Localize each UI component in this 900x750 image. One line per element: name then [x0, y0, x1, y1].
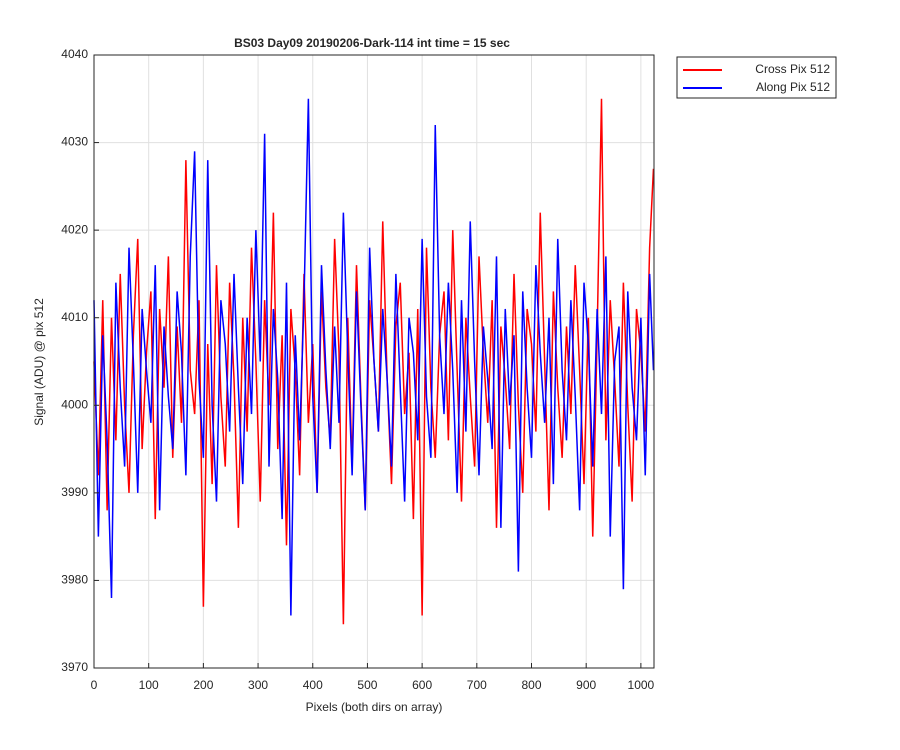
x-tick-label: 600 [412, 678, 432, 692]
series-line [93, 98, 655, 616]
y-tick-label: 3970 [61, 660, 88, 674]
x-tick-label: 300 [248, 678, 268, 692]
ticks: 0 100 200 300 400 500 600 700 800 900 1000 3970 3980… [61, 47, 654, 692]
x-tick-label: 0 [91, 678, 98, 692]
x-tick-label: 400 [303, 678, 323, 692]
y-tick-label: 3980 [61, 573, 88, 587]
x-tick-label: 500 [357, 678, 377, 692]
x-tick-label: 900 [576, 678, 596, 692]
x-tick-label: 200 [193, 678, 213, 692]
y-tick-label: 4030 [61, 135, 88, 149]
axes-box [93, 54, 655, 669]
y-tick-label: 4020 [61, 222, 88, 236]
x-tick-label: 100 [139, 678, 159, 692]
y-axis-label: Signal (ADU) @ pix 512 [32, 298, 46, 426]
y-tick-label: 4000 [61, 397, 88, 411]
lines [93, 98, 655, 625]
x-tick-label: 1000 [628, 678, 655, 692]
legend-label: Cross Pix 512 [755, 62, 830, 76]
y-tick-label: 4040 [61, 47, 88, 61]
x-tick-label: 700 [467, 678, 487, 692]
x-axis-label: Pixels (both dirs on array) [306, 700, 443, 714]
legend-box [676, 56, 837, 99]
legend-label: Along Pix 512 [756, 80, 830, 94]
y-tick-label: 3990 [61, 485, 88, 499]
chart-title: BS03 Day09 20190206-Dark-114 int time = … [234, 36, 510, 50]
y-tick-label: 4010 [61, 310, 88, 324]
legend: Cross Pix 512 Along Pix 512 [683, 62, 830, 94]
x-tick-label: 800 [521, 678, 541, 692]
